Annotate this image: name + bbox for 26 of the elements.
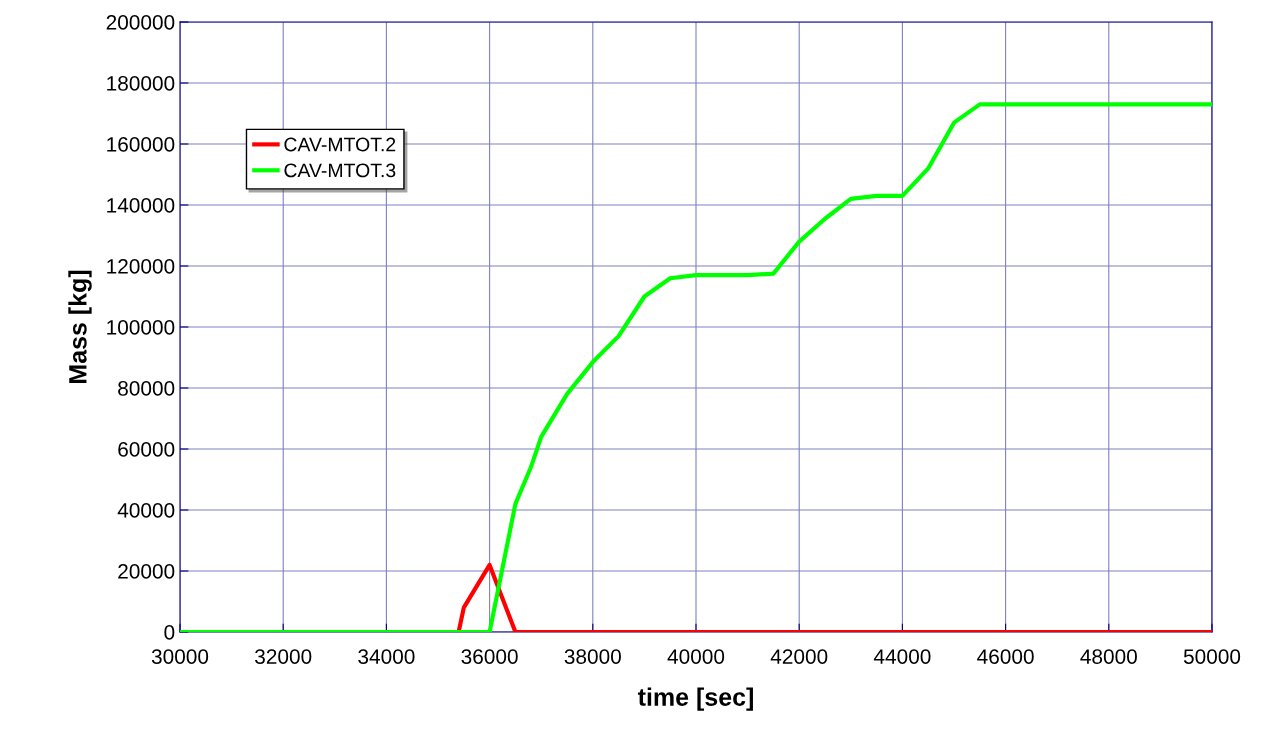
y-tick-label: 180000 xyxy=(107,76,175,91)
x-tick-label: 38000 xyxy=(564,649,621,664)
y-tick-label: 80000 xyxy=(118,381,175,396)
y-tick-label: 40000 xyxy=(117,503,175,518)
x-tick-label: 36000 xyxy=(461,649,518,664)
x-tick-label: 48000 xyxy=(1080,649,1137,664)
y-tick-label: 200000 xyxy=(106,15,175,30)
x-tick-label: 50000 xyxy=(1183,649,1241,664)
x-tick-label: 32000 xyxy=(255,649,312,664)
x-tick-label: 44000 xyxy=(873,649,931,664)
x-tick-label: 30000 xyxy=(151,649,209,664)
x-tick-label: 42000 xyxy=(770,649,828,664)
y-tick-label: 120000 xyxy=(107,259,175,274)
legend-label: CAV-MTOT.3 xyxy=(284,163,396,178)
x-tick-label: 46000 xyxy=(977,649,1034,664)
y-tick-label: 60000 xyxy=(118,442,175,457)
y-tick-label: 140000 xyxy=(107,198,175,213)
x-tick-label: 34000 xyxy=(358,649,415,664)
legend-label: CAV-MTOT.2 xyxy=(284,137,396,152)
x-tick-label: 40000 xyxy=(667,649,725,664)
y-axis-title: Mass [kg] xyxy=(68,270,92,383)
x-axis-title: time [sec] xyxy=(637,687,753,711)
y-tick-label: 0 xyxy=(164,625,175,640)
y-tick-label: 160000 xyxy=(107,137,175,152)
y-tick-label: 100000 xyxy=(107,320,175,335)
y-tick-label: 20000 xyxy=(118,564,175,579)
